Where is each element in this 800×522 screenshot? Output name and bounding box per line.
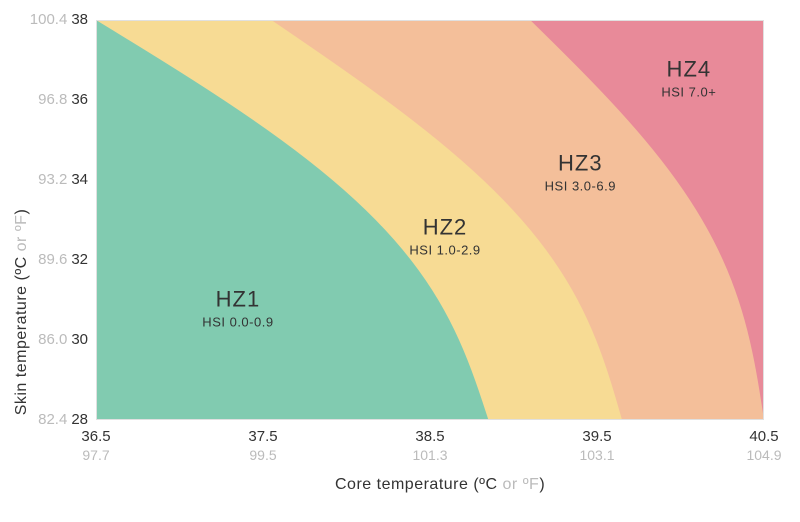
y-axis-label-tail: ): [13, 209, 30, 215]
x-tick: 39.5 103.1: [579, 428, 614, 463]
zone-title: HZ3: [545, 151, 616, 177]
y-tick-celsius: 32: [71, 251, 88, 268]
y-tick: 96.836: [38, 91, 88, 108]
y-tick-celsius: 28: [71, 411, 88, 428]
x-tick-fahrenheit: 101.3: [412, 447, 447, 463]
y-tick-celsius: 34: [71, 171, 88, 188]
x-tick-celsius: 40.5: [749, 428, 778, 445]
x-axis-label-main: Core temperature (ºC: [335, 476, 503, 493]
chart-root: HZ1 HSI 0.0-0.9 HZ2 HSI 1.0-2.9 HZ3 HSI 3.0-6…: [0, 0, 800, 522]
zone-title: HZ4: [661, 57, 716, 83]
y-tick-celsius: 38: [71, 11, 88, 28]
y-tick-fahrenheit: 96.8: [38, 91, 71, 108]
zone-label-hz1: HZ1 HSI 0.0-0.9: [202, 287, 273, 330]
y-axis-label-main: Skin temperature (ºC: [13, 251, 30, 415]
x-tick-celsius: 38.5: [415, 428, 444, 445]
y-tick: 86.030: [38, 331, 88, 348]
x-tick-celsius: 36.5: [81, 428, 110, 445]
y-tick-fahrenheit: 86.0: [38, 331, 71, 348]
zone-title: HZ1: [202, 287, 273, 313]
x-axis-label: Core temperature (ºC or ºF): [335, 476, 545, 494]
zone-sub: HSI 0.0-0.9: [202, 315, 273, 330]
zone-sub: HSI 3.0-6.9: [545, 179, 616, 194]
y-axis-label: Skin temperature (ºC or ºF): [13, 209, 31, 416]
zone-sub: HSI 7.0+: [661, 85, 716, 100]
x-tick: 40.5 104.9: [746, 428, 781, 463]
zone-label-hz4: HZ4 HSI 7.0+: [661, 57, 716, 100]
y-tick: 93.234: [38, 171, 88, 188]
x-tick-celsius: 39.5: [582, 428, 611, 445]
y-tick-fahrenheit: 93.2: [38, 171, 71, 188]
x-tick-fahrenheit: 104.9: [746, 447, 781, 463]
x-axis-label-tail: ): [539, 476, 545, 493]
x-tick-fahrenheit: 99.5: [248, 447, 277, 463]
y-tick-celsius: 36: [71, 91, 88, 108]
y-tick-fahrenheit: 82.4: [38, 411, 71, 428]
zone-sub: HSI 1.0-2.9: [409, 243, 480, 258]
y-tick: 89.632: [38, 251, 88, 268]
x-tick-fahrenheit: 103.1: [579, 447, 614, 463]
x-tick: 38.5 101.3: [412, 428, 447, 463]
x-tick: 36.5 97.7: [81, 428, 110, 463]
x-tick-fahrenheit: 97.7: [81, 447, 110, 463]
y-tick-fahrenheit: 89.6: [38, 251, 71, 268]
y-tick: 82.428: [38, 411, 88, 428]
x-tick: 37.5 99.5: [248, 428, 277, 463]
zone-title: HZ2: [409, 215, 480, 241]
zone-label-hz2: HZ2 HSI 1.0-2.9: [409, 215, 480, 258]
zone-label-hz3: HZ3 HSI 3.0-6.9: [545, 151, 616, 194]
x-tick-celsius: 37.5: [248, 428, 277, 445]
y-axis-label-or: or ºF: [13, 215, 30, 252]
y-tick: 100.438: [30, 11, 88, 28]
y-tick-celsius: 30: [71, 331, 88, 348]
y-tick-fahrenheit: 100.4: [30, 11, 72, 28]
x-axis-label-or: or ºF: [503, 476, 540, 493]
